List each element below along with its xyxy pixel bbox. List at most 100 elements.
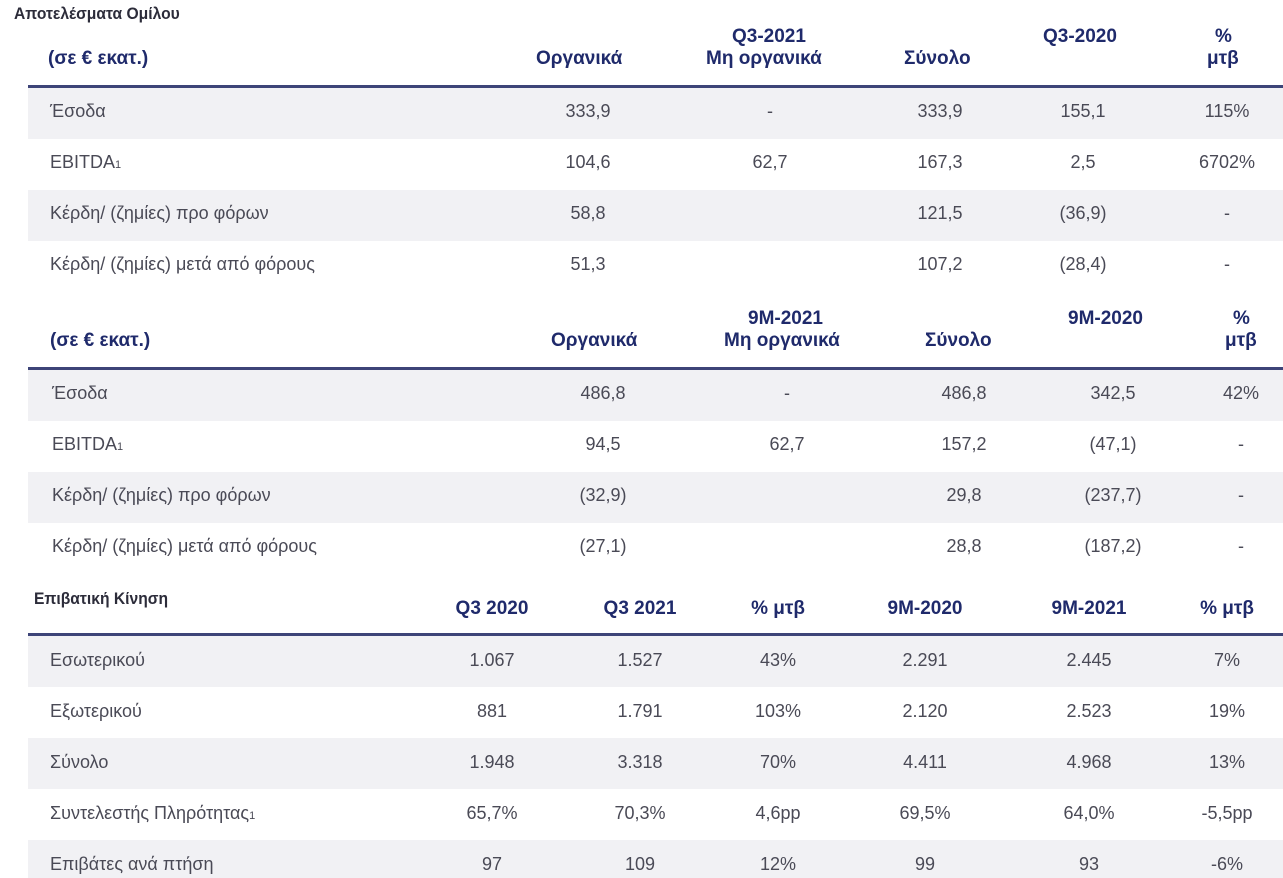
q3-col-pct-top: % — [1215, 26, 1232, 47]
q3-cell-prior: 155,1 — [1060, 101, 1106, 121]
9m-row-label: Κέρδη/ (ζημίες) προ φόρων — [52, 485, 271, 506]
9m-row-label: EBITDA1 — [52, 434, 123, 455]
q3-col-non-organic: Μη οργανικά — [706, 48, 822, 69]
q3-cell-organic: 51,3 — [570, 254, 606, 274]
passenger-row-label-text: Επιβάτες ανά πτήση — [50, 854, 214, 874]
passenger-cell: 69,5% — [899, 803, 951, 823]
9m-cell-non-organic: 62,7 — [769, 434, 805, 454]
9m-cell-pct: - — [1238, 434, 1244, 454]
9m-col-prior: 9M-2020 — [1068, 308, 1143, 329]
9m-row-label-text: EBITDA — [52, 434, 118, 454]
9m-header-rule — [28, 367, 1283, 370]
group-results-title: Αποτελέσματα Ομίλου — [14, 4, 180, 23]
q3-cell-total: 107,2 — [917, 254, 963, 274]
passenger-cell: 2.445 — [1066, 650, 1112, 670]
9m-col-non-organic: Μη οργανικά — [724, 330, 840, 351]
passenger-row-label-text: Εξωτερικού — [50, 701, 142, 721]
passenger-cell: 65,7% — [466, 803, 518, 823]
passenger-cell: 43% — [759, 650, 797, 670]
q3-cell-organic: 58,8 — [570, 203, 606, 223]
q3-cell-pct: - — [1224, 203, 1230, 223]
passenger-cell: 1.791 — [617, 701, 663, 721]
9m-cell-organic: 94,5 — [585, 434, 621, 454]
q3-cell-pct: 115% — [1204, 101, 1250, 121]
q3-cell-organic: 104,6 — [565, 152, 611, 172]
passenger-cell: 2.523 — [1066, 701, 1112, 721]
q3-row-label: Κέρδη/ (ζημίες) μετά από φόρους — [50, 254, 315, 275]
passenger-cell: 881 — [476, 701, 508, 721]
passenger-col-header: 9M-2021 — [1051, 598, 1127, 619]
passenger-row-label: Εσωτερικού — [50, 650, 145, 671]
9m-cell-total: 29,8 — [946, 485, 982, 505]
passenger-row-label: Επιβάτες ανά πτήση — [50, 854, 213, 875]
passenger-row-band — [28, 840, 1283, 878]
passenger-cell: 13% — [1208, 752, 1246, 772]
passenger-cell: 2.120 — [902, 701, 948, 721]
q3-cell-prior: (36,9) — [1059, 203, 1107, 223]
passenger-cell: 64,0% — [1063, 803, 1115, 823]
q3-row-band — [28, 190, 1283, 241]
9m-cell-non-organic: - — [784, 383, 790, 403]
q3-col-pct-bottom: μτβ — [1207, 48, 1239, 69]
q3-cell-total: 167,3 — [917, 152, 963, 172]
passenger-cell: 7% — [1213, 650, 1241, 670]
q3-row-label: Κέρδη/ (ζημίες) προ φόρων — [50, 203, 269, 224]
q3-cell-pct: - — [1224, 254, 1230, 274]
passenger-row-label: Συντελεστής Πληρότητας1 — [50, 803, 255, 824]
passenger-cell: 103% — [754, 701, 802, 721]
q3-row-label-text: Έσοδα — [50, 101, 106, 121]
q3-row-label-text: EBITDA — [50, 152, 116, 172]
9m-col-period: 9M-2021 — [748, 308, 823, 329]
q3-cell-pct: 6702% — [1198, 152, 1256, 172]
9m-row-label-text: Κέρδη/ (ζημίες) μετά από φόρους — [52, 536, 317, 556]
q3-cell-organic: 333,9 — [565, 101, 611, 121]
passenger-cell: 4.968 — [1066, 752, 1112, 772]
q3-cell-prior: (28,4) — [1059, 254, 1107, 274]
passenger-cell: 109 — [624, 854, 656, 874]
9m-cell-organic: (27,1) — [579, 536, 627, 556]
passenger-row-footnote: 1 — [249, 810, 256, 822]
9m-cell-total: 486,8 — [941, 383, 987, 403]
9m-row-label-text: Έσοδα — [52, 383, 108, 403]
q3-row-footnote: 1 — [115, 159, 122, 171]
passenger-row-label: Εξωτερικού — [50, 701, 142, 722]
9m-row-band — [28, 370, 1283, 421]
q3-row-label-text: Κέρδη/ (ζημίες) μετά από φόρους — [50, 254, 315, 274]
passenger-header-rule — [28, 633, 1283, 636]
passenger-cell: 1.067 — [469, 650, 515, 670]
9m-cell-prior: 342,5 — [1090, 383, 1136, 403]
9m-cell-prior: (237,7) — [1084, 485, 1142, 505]
q3-cell-total: 121,5 — [917, 203, 963, 223]
passenger-cell: 2.291 — [902, 650, 948, 670]
passenger-cell: 97 — [481, 854, 503, 874]
9m-cell-pct: - — [1238, 485, 1244, 505]
passenger-cell: 1.527 — [617, 650, 663, 670]
q3-col-prior: Q3-2020 — [1043, 26, 1117, 47]
passenger-cell: -6% — [1210, 854, 1244, 874]
9m-row-band — [28, 472, 1283, 523]
q3-row-band — [28, 88, 1283, 139]
9m-row-label: Έσοδα — [52, 383, 108, 404]
passenger-cell: 1.948 — [469, 752, 515, 772]
passenger-cell: 93 — [1078, 854, 1100, 874]
passenger-cell: 70% — [759, 752, 797, 772]
passenger-cell: 70,3% — [614, 803, 666, 823]
9m-row-label-text: Κέρδη/ (ζημίες) προ φόρων — [52, 485, 271, 505]
q3-cell-total: 333,9 — [917, 101, 963, 121]
9m-col-total: Σύνολο — [925, 330, 992, 351]
passenger-cell: -5,5pp — [1201, 803, 1253, 823]
9m-col-pct-top: % — [1233, 308, 1250, 329]
9m-col-organic: Οργανικά — [551, 330, 638, 351]
q3-header-rule — [28, 85, 1283, 88]
9m-cell-pct: 42% — [1222, 383, 1260, 403]
passenger-cell: 12% — [759, 854, 797, 874]
passenger-cell: 3.318 — [617, 752, 663, 772]
q3-unit-label: (σε € εκατ.) — [48, 48, 149, 69]
9m-row-footnote: 1 — [117, 441, 124, 453]
q3-cell-non-organic: - — [767, 101, 773, 121]
9m-cell-prior: (187,2) — [1084, 536, 1142, 556]
q3-col-total: Σύνολο — [904, 48, 971, 69]
passenger-cell: 4,6pp — [755, 803, 801, 823]
9m-unit-label: (σε € εκατ.) — [50, 330, 151, 351]
passenger-row-label: Σύνολο — [50, 752, 108, 773]
